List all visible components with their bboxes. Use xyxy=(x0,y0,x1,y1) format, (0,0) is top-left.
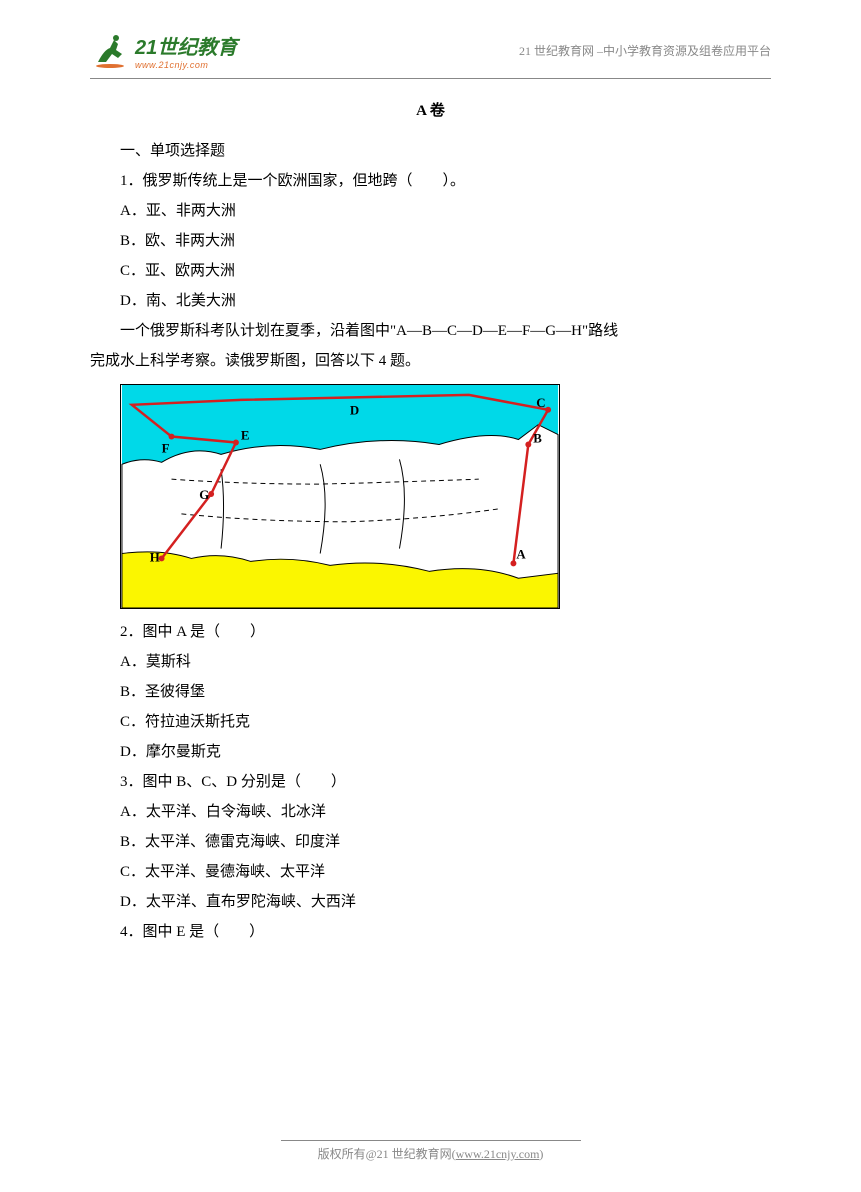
logo-sub-text: www.21cnjy.com xyxy=(135,60,237,70)
page-container: 21世纪教育 www.21cnjy.com 21 世纪教育网 –中小学教育资源及… xyxy=(0,0,861,997)
exam-title: A 卷 xyxy=(90,99,771,120)
footer-link[interactable]: www.21cnjy.com xyxy=(456,1147,540,1161)
header-divider xyxy=(90,78,771,79)
label-g: G xyxy=(199,488,209,502)
logo-area: 21世纪教育 www.21cnjy.com xyxy=(90,30,237,70)
q3-option-d: D．太平洋、直布罗陀海峡、大西洋 xyxy=(90,887,771,917)
q3-option-a: A．太平洋、白令海峡、北冰洋 xyxy=(90,797,771,827)
runner-icon xyxy=(90,30,130,70)
q1-option-a: A．亚、非两大洲 xyxy=(90,196,771,226)
passage-line1: 一个俄罗斯科考队计划在夏季，沿着图中"A—B—C—D—E—F—G—H"路线 xyxy=(90,316,771,346)
q3-option-c: C．太平洋、曼德海峡、太平洋 xyxy=(90,857,771,887)
q2-option-c: C．符拉迪沃斯托克 xyxy=(90,707,771,737)
page-header: 21世纪教育 www.21cnjy.com 21 世纪教育网 –中小学教育资源及… xyxy=(90,30,771,70)
label-a: A xyxy=(516,547,526,561)
logo-main-text: 21世纪教育 xyxy=(135,31,237,60)
label-c: C xyxy=(536,396,545,410)
q1-stem: 1．俄罗斯传统上是一个欧洲国家，但地跨（ ）。 xyxy=(90,166,771,196)
q1-option-d: D．南、北美大洲 xyxy=(90,286,771,316)
label-f: F xyxy=(162,441,170,455)
label-b: B xyxy=(533,431,542,445)
footer-divider xyxy=(281,1140,581,1141)
q3-option-b: B．太平洋、德雷克海峡、印度洋 xyxy=(90,827,771,857)
label-e: E xyxy=(241,429,250,443)
q2-option-a: A．莫斯科 xyxy=(90,647,771,677)
label-h: H xyxy=(150,550,160,564)
section-heading: 一、单项选择题 xyxy=(90,136,771,166)
q3-stem: 3．图中 B、C、D 分别是（ ） xyxy=(90,767,771,797)
logo-text-block: 21世纪教育 www.21cnjy.com xyxy=(135,31,237,70)
header-right-text: 21 世纪教育网 –中小学教育资源及组卷应用平台 xyxy=(519,42,771,59)
map-svg: A B C D E F G H xyxy=(121,385,559,608)
q1-option-b: B．欧、非两大洲 xyxy=(90,226,771,256)
label-d: D xyxy=(350,404,359,418)
passage-line2: 完成水上科学考察。读俄罗斯图，回答以下 4 题。 xyxy=(90,346,771,376)
russia-map: A B C D E F G H xyxy=(120,384,560,609)
content-area: 一、单项选择题 1．俄罗斯传统上是一个欧洲国家，但地跨（ ）。 A．亚、非两大洲… xyxy=(90,136,771,947)
q2-option-b: B．圣彼得堡 xyxy=(90,677,771,707)
page-footer: 版权所有@21 世纪教育网(www.21cnjy.com) xyxy=(0,1140,861,1162)
q4-stem: 4．图中 E 是（ ） xyxy=(90,917,771,947)
q1-option-c: C．亚、欧两大洲 xyxy=(90,256,771,286)
footer-prefix: 版权所有@21 世纪教育网( xyxy=(318,1147,456,1161)
q2-stem: 2．图中 A 是（ ） xyxy=(90,617,771,647)
footer-suffix: ) xyxy=(539,1147,543,1161)
q2-option-d: D．摩尔曼斯克 xyxy=(90,737,771,767)
